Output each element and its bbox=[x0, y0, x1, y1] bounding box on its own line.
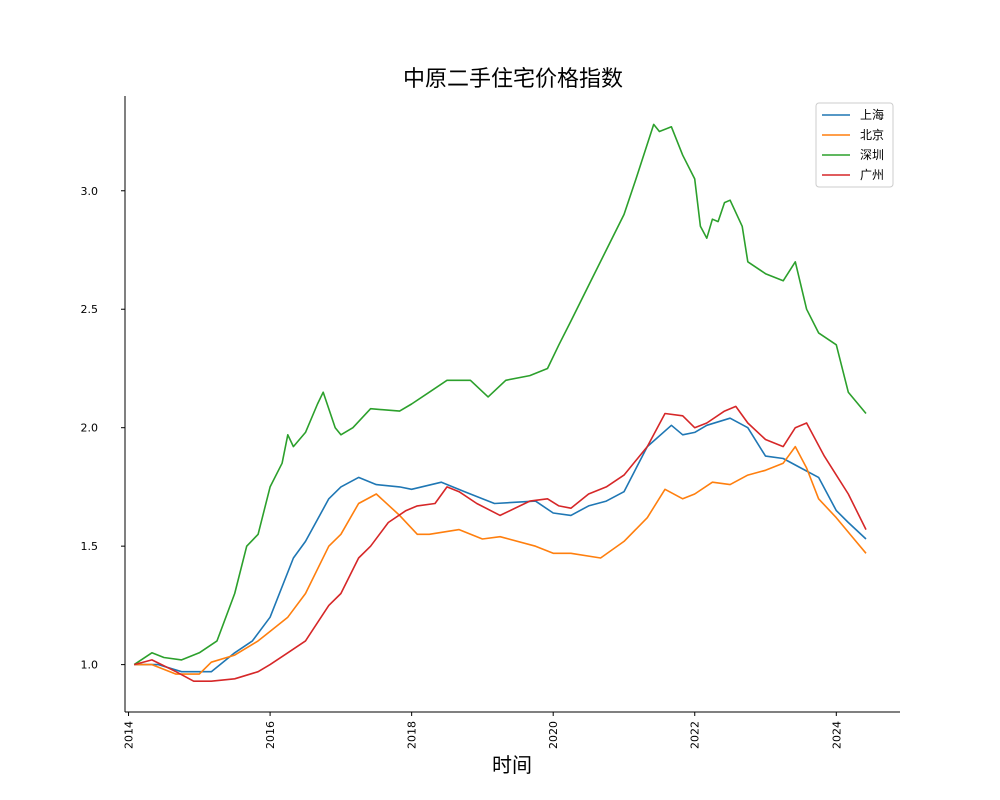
legend-label: 北京 bbox=[860, 128, 884, 142]
series-lines bbox=[133, 123, 867, 683]
x-tick-label: 2014 bbox=[123, 721, 136, 749]
x-axis-ticks: 2014 2016 2018 2020 2022 2024 bbox=[123, 712, 843, 749]
x-tick-label: 2018 bbox=[406, 721, 419, 749]
series-line-0 bbox=[134, 417, 867, 673]
series-line-2 bbox=[133, 123, 867, 666]
x-axis-label: 时间 bbox=[492, 753, 532, 777]
y-tick-label: 2.0 bbox=[81, 422, 99, 435]
x-tick-label: 2022 bbox=[689, 721, 702, 749]
series-line-1 bbox=[134, 445, 867, 675]
x-tick-label: 2016 bbox=[264, 721, 277, 749]
series-line-3 bbox=[133, 405, 867, 683]
chart-title: 中原二手住宅价格指数 bbox=[403, 67, 623, 92]
y-tick-label: 1.5 bbox=[81, 540, 99, 553]
legend-label: 上海 bbox=[860, 107, 884, 122]
y-tick-label: 2.5 bbox=[81, 303, 99, 316]
legend-frame bbox=[815, 102, 894, 188]
y-tick-label: 1.0 bbox=[81, 659, 99, 672]
legend-label: 深圳 bbox=[860, 148, 884, 162]
y-tick-label: 3.0 bbox=[81, 185, 99, 198]
y-axis-ticks: 1.0 1.5 2.0 2.5 3.0 bbox=[81, 185, 125, 672]
x-tick-label: 2020 bbox=[547, 721, 560, 749]
legend-label: 广州 bbox=[860, 168, 884, 182]
x-tick-label: 2024 bbox=[830, 721, 843, 749]
